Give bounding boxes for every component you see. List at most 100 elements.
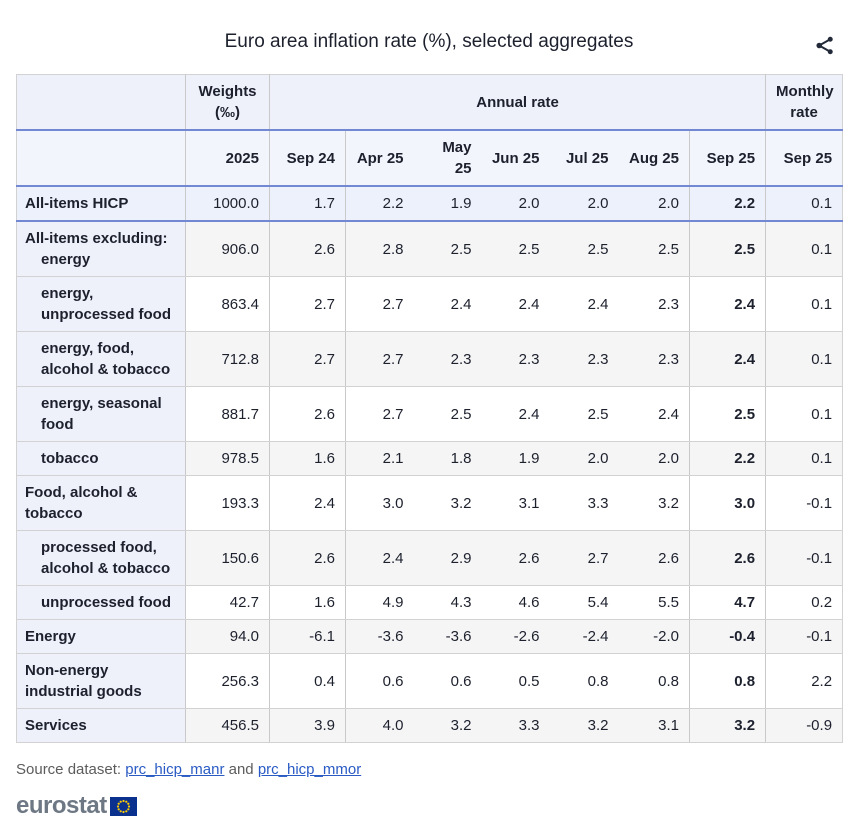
- header-weights-line1: Weights: [198, 83, 257, 100]
- table-row: Non-energy industrial goods 256.3 0.4 0.6 0.6…: [16, 653, 843, 709]
- annual-value-cell: 2.7: [549, 530, 619, 586]
- annual-value-cell: 2.2: [345, 186, 414, 222]
- row-label-cell: unprocessed food: [16, 585, 186, 620]
- annual-value-cell: 1.8: [413, 441, 482, 476]
- table-row: energy, unprocessed food 863.4 2.7 2.7 2.4 2.4…: [16, 276, 843, 332]
- row-label-line: energy, seasonal: [41, 395, 162, 412]
- row-label-line: processed food,: [41, 539, 157, 556]
- header-period-row: 2025 Sep 24 Apr 25 May 25 Jun 25 Jul 25 …: [16, 130, 843, 187]
- annual-value-cell: 2.4: [481, 276, 550, 332]
- annual-value-cell: 2.0: [549, 186, 619, 222]
- eurostat-logo-text: eurostat: [16, 792, 107, 819]
- weight-cell: 456.5: [185, 708, 270, 743]
- annual-value-cell: 3.1: [618, 708, 690, 743]
- annual-value-cell: -2.0: [618, 619, 690, 654]
- header-month-jul25: Jul 25: [549, 130, 619, 187]
- annual-value-cell: 0.5: [481, 653, 550, 709]
- row-label-line: Energy: [25, 628, 76, 645]
- header-weights-unit: (‰): [215, 104, 240, 121]
- monthly-value-cell: -0.1: [765, 530, 843, 586]
- monthly-value-cell: -0.9: [765, 708, 843, 743]
- table-row: Energy 94.0 -6.1 -3.6 -3.6 -2.6 -2.4 -2.0 -0.4 -0…: [16, 619, 843, 654]
- table-row: tobacco 978.5 1.6 2.1 1.8 1.9 2.0 2.0 2.2 0.1: [16, 441, 843, 476]
- annual-value-cell: 2.3: [481, 331, 550, 387]
- annual-value-cell: 2.3: [413, 331, 482, 387]
- annual-value-cell: 0.4: [269, 653, 346, 709]
- annual-value-cell: 2.7: [269, 276, 346, 332]
- header-group-row: Weights (‰) Annual rate Monthly rate: [16, 74, 843, 131]
- header-month-sep24: Sep 24: [269, 130, 346, 187]
- dataset-link-manr[interactable]: prc_hicp_manr: [125, 761, 225, 778]
- monthly-value-cell: 0.1: [765, 331, 843, 387]
- annual-value-cell: 2.5: [413, 386, 482, 442]
- row-label-line: food: [41, 416, 74, 433]
- row-label-cell: All-items excluding: energy: [16, 221, 186, 277]
- monthly-value-cell: 0.2: [765, 585, 843, 620]
- row-label-line: industrial goods: [25, 683, 142, 700]
- page-title: Euro area inflation rate (%), selected a…: [224, 31, 634, 52]
- header-month-sep25: Sep 25: [689, 130, 767, 187]
- annual-value-cell: 2.4: [345, 530, 414, 586]
- annual-value-cell: 3.9: [269, 708, 346, 743]
- annual-value-cell: 2.2: [689, 186, 767, 222]
- row-label-line: energy,: [41, 285, 94, 302]
- annual-value-cell: 2.4: [549, 276, 619, 332]
- annual-value-cell: 1.6: [269, 441, 346, 476]
- row-label-line: unprocessed food: [41, 306, 172, 323]
- annual-value-cell: 2.6: [269, 221, 346, 277]
- annual-value-cell: 4.6: [481, 585, 550, 620]
- row-label-line: energy: [41, 251, 91, 268]
- row-label-cell: Food, alcohol & tobacco: [16, 475, 186, 531]
- dataset-link-mmor[interactable]: prc_hicp_mmor: [257, 761, 362, 778]
- row-label-cell: All-items HICP: [16, 186, 186, 222]
- weight-cell: 150.6: [185, 530, 270, 586]
- header-weights: Weights (‰): [185, 74, 270, 131]
- row-label-cell: processed food, alcohol & tobacco: [16, 530, 186, 586]
- annual-value-cell: 2.4: [689, 276, 767, 332]
- row-label-line: alcohol & tobacco: [41, 560, 171, 577]
- annual-value-cell: 1.7: [269, 186, 346, 222]
- row-label-cell: energy, food, alcohol & tobacco: [16, 331, 186, 387]
- row-label-line: Non-energy: [25, 662, 109, 679]
- monthly-value-cell: 0.1: [765, 221, 843, 277]
- annual-value-cell: 2.2: [689, 441, 767, 476]
- table-row: Food, alcohol & tobacco 193.3 2.4 3.0 3.2 3.1 3…: [16, 475, 843, 531]
- share-button[interactable]: [811, 32, 838, 59]
- annual-value-cell: 2.4: [689, 331, 767, 387]
- annual-value-cell: 2.5: [618, 221, 690, 277]
- row-label-line: tobacco: [41, 450, 99, 467]
- annual-value-cell: 3.2: [549, 708, 619, 743]
- monthly-value-cell: 0.1: [765, 441, 843, 476]
- weight-cell: 193.3: [185, 475, 270, 531]
- annual-value-cell: 2.4: [413, 276, 482, 332]
- annual-value-cell: 2.5: [689, 386, 767, 442]
- annual-value-cell: 2.8: [345, 221, 414, 277]
- annual-value-cell: 2.4: [618, 386, 690, 442]
- annual-value-cell: 2.6: [269, 530, 346, 586]
- annual-value-cell: 3.0: [345, 475, 414, 531]
- annual-value-cell: 3.1: [481, 475, 550, 531]
- monthly-value-cell: -0.1: [765, 619, 843, 654]
- annual-value-cell: 2.7: [269, 331, 346, 387]
- row-label-cell: Non-energy industrial goods: [16, 653, 186, 709]
- header-month-jun25: Jun 25: [481, 130, 550, 187]
- header-annual-rate: Annual rate: [269, 74, 767, 131]
- annual-value-cell: 0.6: [345, 653, 414, 709]
- row-label-line: energy, food,: [41, 340, 135, 357]
- source-and: and: [224, 761, 258, 778]
- row-label-line: alcohol & tobacco: [41, 361, 171, 378]
- annual-value-cell: 2.7: [345, 331, 414, 387]
- monthly-value-cell: 0.1: [765, 386, 843, 442]
- annual-value-cell: -3.6: [345, 619, 414, 654]
- annual-value-cell: 5.5: [618, 585, 690, 620]
- monthly-value-cell: 2.2: [765, 653, 843, 709]
- row-label-line: Services: [25, 717, 87, 734]
- annual-value-cell: 3.2: [689, 708, 767, 743]
- annual-value-cell: 2.3: [549, 331, 619, 387]
- source-text: Source dataset: prc_hicp_manr and prc_hi…: [16, 760, 842, 780]
- header-monthly-rate: Monthly rate: [765, 74, 843, 131]
- inflation-table: Weights (‰) Annual rate Monthly rate 202…: [16, 74, 844, 743]
- row-label-cell: tobacco: [16, 441, 186, 476]
- annual-value-cell: 3.0: [689, 475, 767, 531]
